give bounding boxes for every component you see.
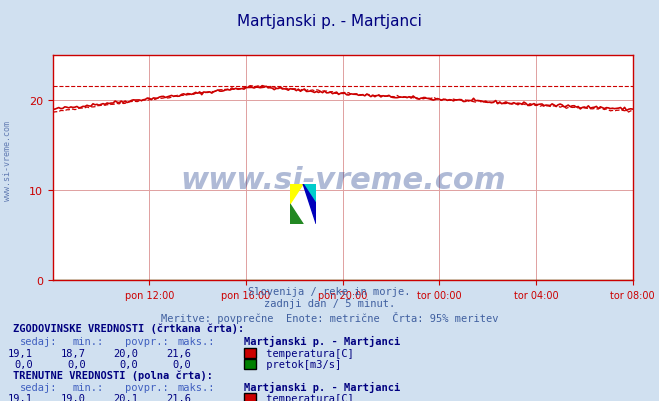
Text: 0,0: 0,0: [173, 359, 191, 369]
Text: www.si-vreme.com: www.si-vreme.com: [180, 165, 505, 194]
Text: 19,1: 19,1: [8, 348, 33, 358]
Text: Meritve: povprečne  Enote: metrične  Črta: 95% meritev: Meritve: povprečne Enote: metrične Črta:…: [161, 311, 498, 323]
Text: Martjanski p. - Martjanci: Martjanski p. - Martjanci: [244, 335, 400, 346]
Text: www.si-vreme.com: www.si-vreme.com: [3, 120, 13, 200]
Text: maks.:: maks.:: [178, 336, 215, 346]
Text: 0,0: 0,0: [67, 359, 86, 369]
Text: 19,1: 19,1: [8, 393, 33, 401]
Text: 0,0: 0,0: [14, 359, 33, 369]
Text: min.:: min.:: [72, 382, 103, 392]
Text: TRENUTNE VREDNOSTI (polna črta):: TRENUTNE VREDNOSTI (polna črta):: [13, 370, 213, 380]
Text: Martjanski p. - Martjanci: Martjanski p. - Martjanci: [237, 14, 422, 29]
Text: maks.:: maks.:: [178, 382, 215, 392]
Polygon shape: [290, 205, 303, 225]
Text: Slovenija / reke in morje.: Slovenija / reke in morje.: [248, 287, 411, 297]
Text: 21,6: 21,6: [166, 348, 191, 358]
Polygon shape: [303, 184, 316, 225]
Text: sedaj:: sedaj:: [20, 382, 57, 392]
Text: ZGODOVINSKE VREDNOSTI (črtkana črta):: ZGODOVINSKE VREDNOSTI (črtkana črta):: [13, 322, 244, 333]
Text: Martjanski p. - Martjanci: Martjanski p. - Martjanci: [244, 381, 400, 392]
Text: 20,1: 20,1: [113, 393, 138, 401]
Text: povpr.:: povpr.:: [125, 382, 169, 392]
Text: sedaj:: sedaj:: [20, 336, 57, 346]
Text: temperatura[C]: temperatura[C]: [260, 348, 354, 358]
Text: 19,0: 19,0: [61, 393, 86, 401]
Text: 21,6: 21,6: [166, 393, 191, 401]
Text: 18,7: 18,7: [61, 348, 86, 358]
Text: pretok[m3/s]: pretok[m3/s]: [260, 359, 341, 369]
Text: zadnji dan / 5 minut.: zadnji dan / 5 minut.: [264, 299, 395, 309]
Text: 20,0: 20,0: [113, 348, 138, 358]
Text: povpr.:: povpr.:: [125, 336, 169, 346]
Polygon shape: [290, 184, 303, 205]
Text: temperatura[C]: temperatura[C]: [260, 393, 354, 401]
Polygon shape: [303, 184, 316, 205]
Text: min.:: min.:: [72, 336, 103, 346]
Text: 0,0: 0,0: [120, 359, 138, 369]
